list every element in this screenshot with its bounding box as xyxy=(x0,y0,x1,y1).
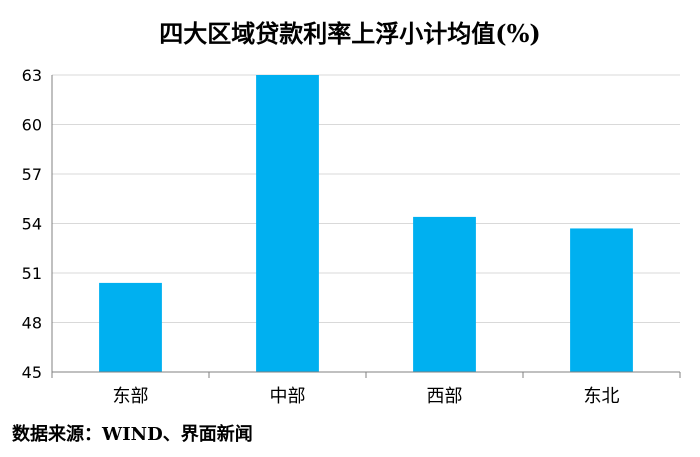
y-tick-label: 48 xyxy=(22,314,42,333)
y-tick-label: 54 xyxy=(22,215,42,234)
bar xyxy=(99,282,162,372)
y-tick-labels: 45 48 51 54 57 60 63 xyxy=(22,66,42,382)
y-tick-label: 57 xyxy=(22,165,42,184)
source-note: 数据来源：WIND、界面新闻 xyxy=(12,424,253,445)
bar xyxy=(570,228,633,372)
x-category-label: 东北 xyxy=(584,386,620,407)
x-category-label: 西部 xyxy=(427,386,463,407)
bar xyxy=(413,216,476,372)
bar xyxy=(256,75,319,372)
axes xyxy=(51,75,681,378)
x-category-labels: 东部 中部 西部 东北 xyxy=(113,386,620,407)
bars xyxy=(99,75,633,372)
y-tick-label: 45 xyxy=(22,363,42,382)
x-category-label: 东部 xyxy=(113,386,149,407)
chart-title: 四大区域贷款利率上浮小计均值(%) xyxy=(159,19,541,48)
y-tick-label: 60 xyxy=(22,116,42,135)
x-category-label: 中部 xyxy=(270,386,306,407)
y-tick-label: 63 xyxy=(22,66,42,85)
y-tick-label: 51 xyxy=(22,264,42,283)
